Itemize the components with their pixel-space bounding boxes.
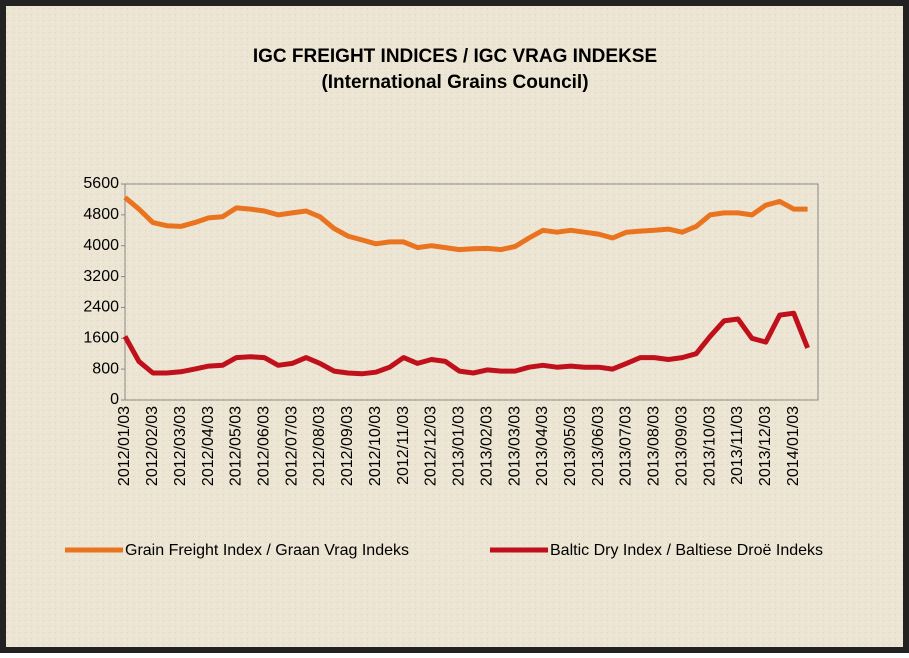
- x-tick-label: 2012/02/03: [144, 406, 161, 486]
- y-tick-label: 1600: [83, 330, 119, 347]
- y-tick-label: 800: [92, 360, 119, 377]
- x-tick-label: 2013/08/03: [646, 406, 663, 486]
- series-line: [122, 310, 810, 377]
- y-tick-label: 4000: [83, 237, 119, 254]
- x-tick-label: 2013/04/03: [534, 406, 551, 486]
- y-tick-label: 2400: [83, 299, 119, 316]
- y-tick-label: 0: [110, 391, 119, 408]
- x-tick-label: 2012/01/03: [116, 406, 133, 486]
- chart-title: IGC FREIGHT INDICES / IGC VRAG INDEKSE: [253, 46, 657, 67]
- x-tick-label: 2013/01/03: [451, 406, 468, 486]
- y-tick-label: 4800: [83, 206, 119, 223]
- x-tick-label: 2012/08/03: [311, 406, 328, 486]
- x-tick-label: 2012/04/03: [200, 406, 217, 486]
- plot-area: [124, 183, 819, 401]
- x-tick-label: 2012/03/03: [172, 406, 189, 486]
- x-tick-label: 2013/11/03: [729, 406, 746, 485]
- x-tick-label: 2012/09/03: [339, 406, 356, 486]
- x-tick-label: 2012/10/03: [367, 406, 384, 486]
- x-tick-label: 2013/07/03: [618, 406, 635, 486]
- x-tick-label: 2013/10/03: [701, 406, 718, 486]
- x-tick-label: 2013/06/03: [590, 406, 607, 486]
- x-tick-label: 2013/12/03: [757, 406, 774, 486]
- y-tick-label: 3200: [83, 268, 119, 285]
- x-tick-label: 2012/11/03: [395, 406, 412, 485]
- x-tick-label: 2012/05/03: [228, 406, 245, 486]
- x-tick-label: 2013/02/03: [478, 406, 495, 486]
- x-tick-label: 2013/05/03: [562, 406, 579, 486]
- x-tick-label: 2014/01/03: [785, 406, 802, 486]
- x-tick-label: 2013/09/03: [673, 406, 690, 486]
- x-tick-label: 2012/07/03: [283, 406, 300, 486]
- x-tick-label: 2012/06/03: [256, 406, 273, 486]
- legend-label: Baltic Dry Index / Baltiese Droë Indeks: [550, 542, 823, 559]
- series-line: [123, 195, 808, 253]
- background: [6, 6, 903, 647]
- legend-label: Grain Freight Index / Graan Vrag Indeks: [125, 542, 409, 559]
- chart-subtitle: (International Grains Council): [321, 72, 588, 93]
- y-tick-label: 5600: [83, 175, 119, 192]
- x-tick-label: 2012/12/03: [423, 406, 440, 486]
- x-tick-label: 2013/03/03: [506, 406, 523, 486]
